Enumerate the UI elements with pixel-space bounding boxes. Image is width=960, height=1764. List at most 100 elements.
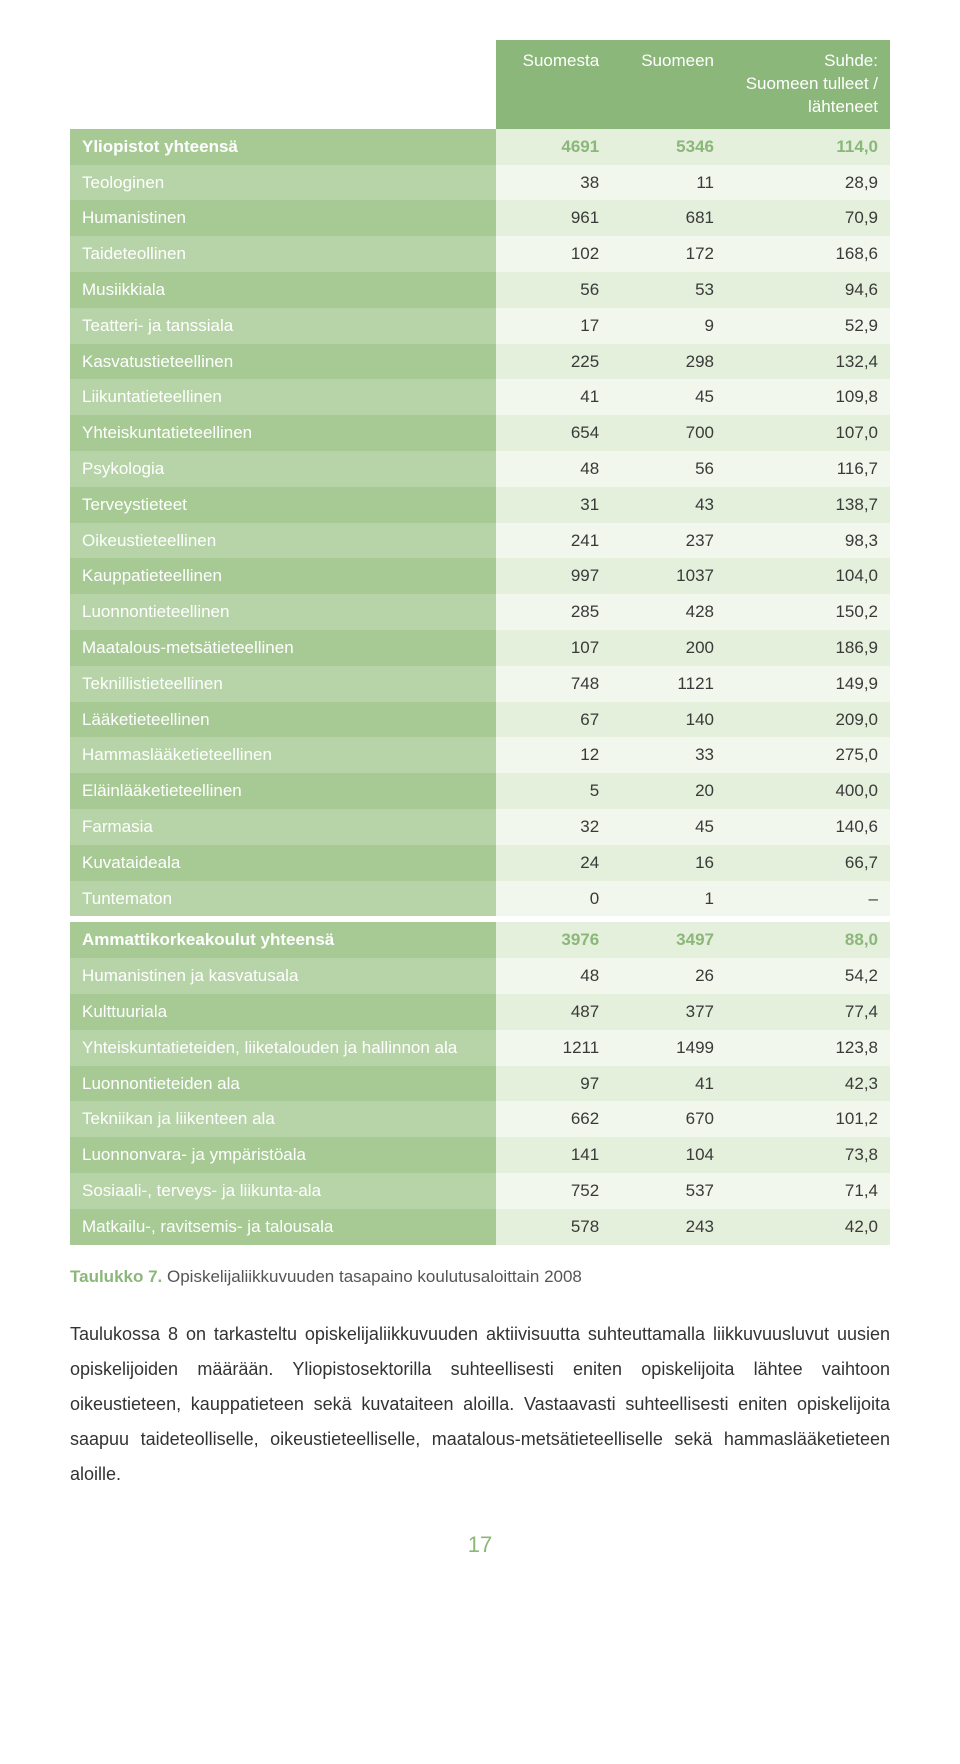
row-value: 9 bbox=[611, 308, 726, 344]
row-value: 38 bbox=[496, 165, 611, 201]
row-value: 149,9 bbox=[726, 666, 890, 702]
row-value: 45 bbox=[611, 379, 726, 415]
table-row: Teologinen381128,9 bbox=[70, 165, 890, 201]
row-label: Psykologia bbox=[70, 451, 496, 487]
row-label: Oikeustieteellinen bbox=[70, 523, 496, 559]
row-value: 186,9 bbox=[726, 630, 890, 666]
row-value: 172 bbox=[611, 236, 726, 272]
table-row: Maatalous-metsätieteellinen107200186,9 bbox=[70, 630, 890, 666]
row-value: 400,0 bbox=[726, 773, 890, 809]
row-label: Eläinlääketieteellinen bbox=[70, 773, 496, 809]
table-row: Yhteiskuntatieteiden, liiketalouden ja h… bbox=[70, 1030, 890, 1066]
row-label: Farmasia bbox=[70, 809, 496, 845]
row-label: Sosiaali-, terveys- ja liikunta-ala bbox=[70, 1173, 496, 1209]
table-row: Eläinlääketieteellinen520400,0 bbox=[70, 773, 890, 809]
row-value: 28,9 bbox=[726, 165, 890, 201]
row-label: Ammattikorkeakoulut yhteensä bbox=[70, 922, 496, 958]
row-value: 114,0 bbox=[726, 129, 890, 165]
row-value: 102 bbox=[496, 236, 611, 272]
table-header-cell: Suomesta bbox=[496, 40, 611, 129]
table-row: Liikuntatieteellinen4145109,8 bbox=[70, 379, 890, 415]
row-value: 48 bbox=[496, 958, 611, 994]
row-value: 56 bbox=[496, 272, 611, 308]
table-row: Luonnonvara- ja ympäristöala14110473,8 bbox=[70, 1137, 890, 1173]
table-header-row: SuomestaSuomeenSuhde:Suomeen tulleet / l… bbox=[70, 40, 890, 129]
table-caption: Taulukko 7. Opiskelijaliikkuvuuden tasap… bbox=[70, 1267, 890, 1287]
row-label: Teknillistieteellinen bbox=[70, 666, 496, 702]
row-value: 101,2 bbox=[726, 1101, 890, 1137]
page-number: 17 bbox=[70, 1532, 890, 1558]
row-value: 56 bbox=[611, 451, 726, 487]
row-value: 225 bbox=[496, 344, 611, 380]
row-value: 1121 bbox=[611, 666, 726, 702]
row-value: 168,6 bbox=[726, 236, 890, 272]
row-value: 109,8 bbox=[726, 379, 890, 415]
table-row: Humanistinen ja kasvatusala482654,2 bbox=[70, 958, 890, 994]
data-table: SuomestaSuomeenSuhde:Suomeen tulleet / l… bbox=[70, 40, 890, 1245]
row-value: 52,9 bbox=[726, 308, 890, 344]
row-value: 5346 bbox=[611, 129, 726, 165]
row-label: Teatteri- ja tanssiala bbox=[70, 308, 496, 344]
table-row: Psykologia4856116,7 bbox=[70, 451, 890, 487]
row-value: 77,4 bbox=[726, 994, 890, 1030]
row-value: 71,4 bbox=[726, 1173, 890, 1209]
row-value: 4691 bbox=[496, 129, 611, 165]
row-value: 97 bbox=[496, 1066, 611, 1102]
table-row: Terveystieteet3143138,7 bbox=[70, 487, 890, 523]
row-value: 43 bbox=[611, 487, 726, 523]
row-label: Maatalous-metsätieteellinen bbox=[70, 630, 496, 666]
row-value: – bbox=[726, 881, 890, 917]
caption-text: Opiskelijaliikkuvuuden tasapaino koulutu… bbox=[167, 1267, 582, 1286]
row-value: 104 bbox=[611, 1137, 726, 1173]
row-label: Tuntematon bbox=[70, 881, 496, 917]
row-label: Terveystieteet bbox=[70, 487, 496, 523]
row-value: 670 bbox=[611, 1101, 726, 1137]
row-value: 748 bbox=[496, 666, 611, 702]
row-value: 17 bbox=[496, 308, 611, 344]
row-label: Lääketieteellinen bbox=[70, 702, 496, 738]
row-value: 104,0 bbox=[726, 558, 890, 594]
row-value: 428 bbox=[611, 594, 726, 630]
row-value: 11 bbox=[611, 165, 726, 201]
row-label: Humanistinen ja kasvatusala bbox=[70, 958, 496, 994]
row-value: 200 bbox=[611, 630, 726, 666]
row-value: 285 bbox=[496, 594, 611, 630]
row-value: 132,4 bbox=[726, 344, 890, 380]
row-value: 150,2 bbox=[726, 594, 890, 630]
row-value: 700 bbox=[611, 415, 726, 451]
row-value: 88,0 bbox=[726, 922, 890, 958]
row-label: Teologinen bbox=[70, 165, 496, 201]
table-row: Teatteri- ja tanssiala17952,9 bbox=[70, 308, 890, 344]
row-value: 24 bbox=[496, 845, 611, 881]
table-header-cell: Suomeen bbox=[611, 40, 726, 129]
table-row: Kuvataideala241666,7 bbox=[70, 845, 890, 881]
row-value: 140 bbox=[611, 702, 726, 738]
row-label: Hammaslääketieteellinen bbox=[70, 737, 496, 773]
row-value: 377 bbox=[611, 994, 726, 1030]
row-label: Kuvataideala bbox=[70, 845, 496, 881]
row-value: 0 bbox=[496, 881, 611, 917]
row-value: 45 bbox=[611, 809, 726, 845]
row-value: 1037 bbox=[611, 558, 726, 594]
row-value: 5 bbox=[496, 773, 611, 809]
row-value: 138,7 bbox=[726, 487, 890, 523]
row-value: 243 bbox=[611, 1209, 726, 1245]
table-row: Yliopistot yhteensä46915346114,0 bbox=[70, 129, 890, 165]
row-value: 16 bbox=[611, 845, 726, 881]
row-value: 107,0 bbox=[726, 415, 890, 451]
table-header-cell: Suhde:Suomeen tulleet / lähteneet bbox=[726, 40, 890, 129]
row-label: Humanistinen bbox=[70, 200, 496, 236]
row-label: Luonnonvara- ja ympäristöala bbox=[70, 1137, 496, 1173]
row-value: 997 bbox=[496, 558, 611, 594]
row-value: 20 bbox=[611, 773, 726, 809]
table-row: Luonnontieteellinen285428150,2 bbox=[70, 594, 890, 630]
row-value: 1211 bbox=[496, 1030, 611, 1066]
row-value: 140,6 bbox=[726, 809, 890, 845]
row-value: 578 bbox=[496, 1209, 611, 1245]
caption-lead: Taulukko 7. bbox=[70, 1267, 162, 1286]
row-value: 116,7 bbox=[726, 451, 890, 487]
row-value: 12 bbox=[496, 737, 611, 773]
row-value: 54,2 bbox=[726, 958, 890, 994]
table-row: Tuntematon01– bbox=[70, 881, 890, 917]
row-value: 3497 bbox=[611, 922, 726, 958]
